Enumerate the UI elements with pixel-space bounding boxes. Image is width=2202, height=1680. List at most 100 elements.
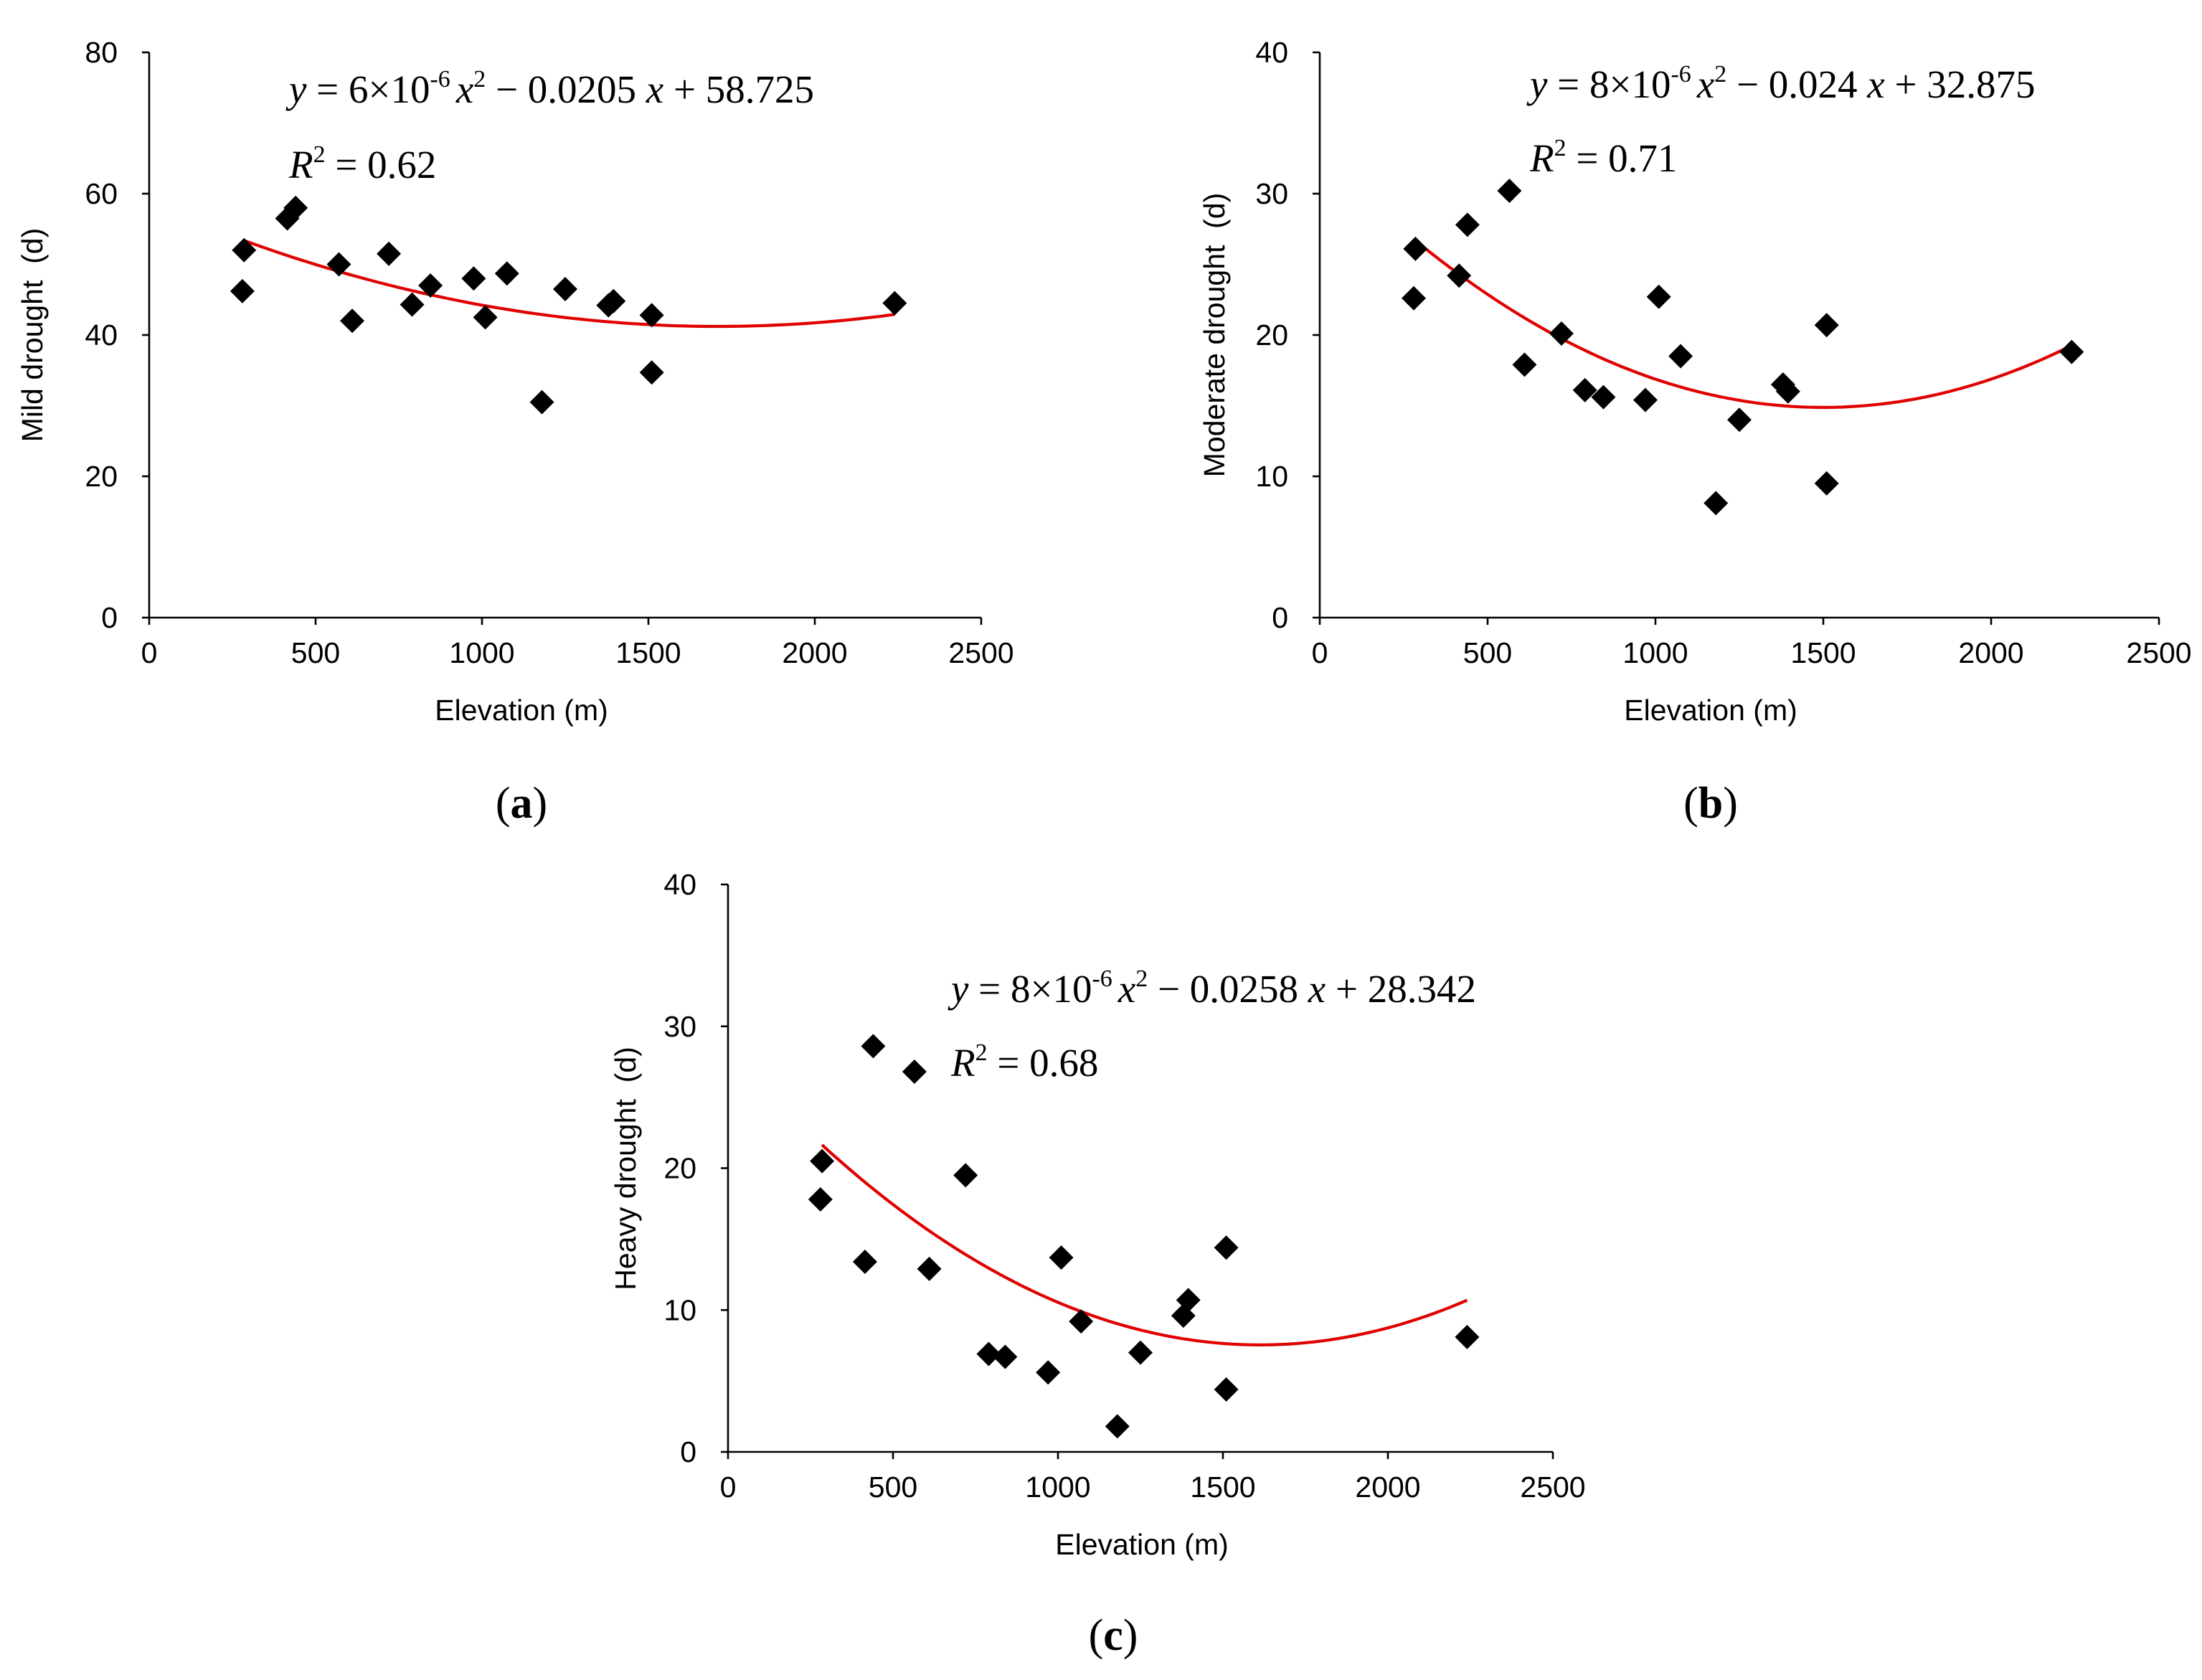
panel-b-trend-line	[1414, 239, 2073, 410]
panel-c-y-tick-label: 0	[680, 1435, 696, 1468]
panel-b-x-tick-label: 1000	[1622, 636, 1688, 669]
panel-c-data-point	[1049, 1245, 1074, 1270]
panel-c-coef-b: 0.0258	[1190, 967, 1298, 1011]
panel-a-fit-equation: y = 6×10-6 x2 − 0.0205 x + 58.725	[285, 66, 814, 111]
panel-a-coef-b: 0.0205	[528, 67, 636, 111]
panel-a-data-point	[340, 308, 365, 334]
panel-b-label: (b)	[1683, 779, 1738, 828]
chart-panel-b: 0 500 1000 1500 2000 2500 0 10 20 30 40 Elevation …	[1198, 36, 2192, 828]
panel-c-data-point	[1105, 1414, 1130, 1439]
panel-b-data-point	[1814, 471, 1839, 496]
panel-a-data-point	[529, 390, 554, 415]
panel-c-data-point	[902, 1060, 927, 1085]
panel-c-x-tick-label: 2000	[1355, 1471, 1420, 1504]
panel-a-data-point	[553, 276, 577, 301]
panel-a-label: (a)	[496, 779, 547, 828]
panel-c-data-point	[1128, 1340, 1153, 1365]
panel-b-x-tick-label: 1500	[1790, 636, 1856, 669]
panel-c-data-point	[861, 1034, 886, 1059]
panel-c-x-tick-label: 500	[869, 1471, 917, 1504]
panel-c-r2-value: 0.68	[1029, 1041, 1098, 1085]
panel-c-data-point	[976, 1341, 1001, 1367]
panel-c-trend-line	[821, 1143, 1468, 1347]
panel-c-data-point	[1455, 1324, 1480, 1349]
panel-a-x-tick-label: 0	[141, 636, 158, 669]
panel-a-r-squared: R2 = 0.62	[288, 141, 436, 187]
panel-b-fit-equation: y = 8×10-6 x2 − 0.024 x + 32.875	[1526, 61, 2035, 106]
panel-c-data-point	[808, 1187, 833, 1212]
panel-b-intercept: 32.875	[1927, 62, 2035, 106]
panel-a-y-tick-label: 20	[85, 460, 118, 493]
panel-b-data-point	[1814, 313, 1839, 338]
panel-b-exp: -6	[1671, 61, 1691, 88]
panel-b-x-tick-label: 0	[1312, 636, 1328, 669]
panel-c-y-tick-label: 30	[663, 1010, 696, 1043]
panel-b-data-point	[1668, 344, 1693, 369]
panel-a-data-point	[639, 360, 664, 385]
panel-b-data-point	[1646, 284, 1671, 309]
panel-c-y-axis-title: Heavy drought (d)	[609, 1047, 642, 1290]
panel-c-coef-a: 8	[1011, 967, 1031, 1011]
chart-panel-a: 0 500 1000 1500 2000 2500 0 20 40 60 80 Elevation …	[16, 36, 1014, 828]
panel-b-data-point	[1455, 212, 1480, 237]
panel-c-label: (c)	[1089, 1611, 1138, 1660]
panel-b-r2-value: 0.71	[1608, 136, 1677, 180]
panel-b-y-tick-label: 0	[1272, 601, 1288, 634]
panel-c-r-squared: R2 = 0.68	[950, 1039, 1098, 1085]
panel-a-data-point	[400, 292, 425, 317]
panel-a-data-point	[377, 241, 402, 266]
panel-c-data-point	[1214, 1235, 1239, 1260]
panel-a-data-point	[232, 237, 257, 263]
panel-c-fit-equation: y = 8×10-6 x2 − 0.0258 x + 28.342	[948, 966, 1476, 1011]
panel-b-x-tick-label: 500	[1463, 636, 1512, 669]
panel-b-x-tick-label: 2500	[2126, 636, 2191, 669]
panel-b-data-point	[1632, 387, 1658, 412]
panel-b-x-axis-title: Elevation (m)	[1624, 694, 1797, 727]
panel-b-y-axis-title: Moderate drought (d)	[1198, 193, 1231, 478]
panel-b-data-point	[2059, 339, 2084, 364]
panel-a-y-tick-label: 40	[85, 318, 118, 351]
panel-a-data-point	[473, 305, 498, 330]
panel-a-data-point	[601, 288, 626, 313]
panel-a-intercept: 58.725	[706, 67, 814, 111]
panel-c-x-tick-label: 1000	[1025, 1471, 1090, 1504]
panel-b-data-point	[1403, 236, 1428, 261]
panel-a-y-tick-label: 0	[101, 601, 118, 634]
panel-a-r2-value: 0.62	[367, 143, 436, 187]
panel-c-data-point	[1214, 1377, 1239, 1402]
panel-a-y-tick-label: 80	[85, 36, 118, 69]
panel-c-x-tick-label: 1500	[1190, 1471, 1255, 1504]
panel-a-x-tick-label: 1500	[615, 636, 681, 669]
chart-panel-c: 0 500 1000 1500 2000 2500 0 10 20 30 40 Elevation …	[609, 868, 1586, 1660]
panel-b-y-tick-label: 40	[1255, 36, 1288, 69]
panel-b-plot	[1402, 179, 2084, 516]
panel-a-data-point	[461, 266, 486, 291]
panel-b-data-point	[1775, 379, 1800, 404]
panel-b-y-tick-label: 30	[1255, 177, 1288, 210]
panel-c-data-point	[852, 1250, 877, 1275]
panel-c-data-point	[953, 1163, 978, 1188]
panel-c-x-tick-label: 2500	[1520, 1471, 1585, 1504]
panel-c-y-tick-label: 20	[663, 1152, 696, 1185]
panel-a-y-axis-title: Mild drought (d)	[16, 228, 49, 443]
panel-a-data-point	[882, 291, 907, 316]
panel-a-y-tick-label: 60	[85, 177, 118, 210]
panel-a-ticks: 0 500 1000 1500 2000 2500 0 20 40 60 80	[85, 36, 1013, 669]
panel-c-data-point	[1036, 1360, 1061, 1385]
panel-c-y-tick-label: 10	[663, 1293, 696, 1326]
panel-a-coef-a: 6	[349, 67, 369, 111]
panel-b-data-point	[1497, 179, 1522, 204]
panel-c-data-point	[993, 1344, 1018, 1369]
panel-b-r-squared: R2 = 0.71	[1529, 135, 1677, 180]
panel-c-exp: -6	[1092, 966, 1112, 992]
panel-b-y-tick-label: 20	[1255, 318, 1288, 351]
panel-c-x-axis-title: Elevation (m)	[1055, 1528, 1229, 1561]
panel-c-data-point	[810, 1148, 835, 1174]
panel-a-data-point	[283, 195, 308, 220]
panel-c-data-point	[1176, 1288, 1201, 1313]
panel-b-x-tick-label: 2000	[1958, 636, 2023, 669]
panel-a-data-point	[639, 303, 664, 328]
panel-b-coef-b: 0.024	[1769, 62, 1858, 106]
panel-a-data-point	[494, 261, 519, 286]
